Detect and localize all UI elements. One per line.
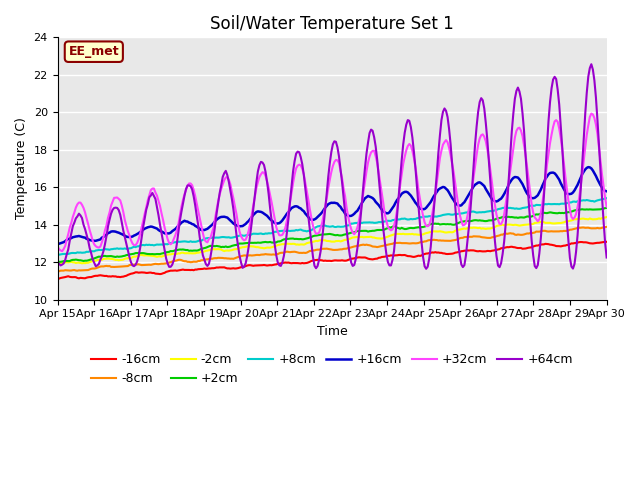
+2cm: [603, 205, 611, 211]
-2cm: [603, 214, 611, 220]
+64cm: [603, 255, 611, 261]
Legend: -16cm, -8cm, -2cm, +2cm, +8cm, +16cm, +32cm, +64cm: -16cm, -8cm, -2cm, +2cm, +8cm, +16cm, +3…: [86, 348, 578, 390]
+32cm: [588, 111, 595, 117]
Line: +16cm: +16cm: [58, 167, 607, 244]
-2cm: [54, 261, 61, 267]
+64cm: [573, 232, 581, 238]
-2cm: [245, 243, 253, 249]
-16cm: [603, 239, 611, 245]
+2cm: [572, 207, 580, 213]
+64cm: [218, 182, 225, 188]
+16cm: [584, 164, 592, 170]
Text: EE_met: EE_met: [68, 45, 119, 58]
+32cm: [573, 204, 581, 210]
+2cm: [218, 244, 225, 250]
Y-axis label: Temperature (C): Temperature (C): [15, 118, 28, 219]
+2cm: [245, 240, 253, 246]
-16cm: [245, 263, 253, 268]
+64cm: [121, 234, 129, 240]
+8cm: [236, 233, 243, 239]
Line: -8cm: -8cm: [58, 227, 607, 272]
+16cm: [121, 233, 129, 239]
+32cm: [122, 223, 130, 229]
+64cm: [294, 149, 301, 155]
-2cm: [236, 245, 243, 251]
+8cm: [245, 232, 253, 238]
Line: +2cm: +2cm: [58, 208, 607, 262]
-16cm: [572, 240, 580, 246]
+16cm: [218, 214, 225, 220]
-8cm: [218, 255, 225, 261]
-8cm: [245, 252, 253, 258]
Line: +8cm: +8cm: [58, 198, 607, 255]
-8cm: [121, 264, 129, 269]
+32cm: [237, 233, 245, 239]
+8cm: [294, 228, 301, 233]
-16cm: [121, 273, 129, 279]
-8cm: [54, 269, 61, 275]
+16cm: [245, 218, 253, 224]
+2cm: [121, 253, 129, 259]
-16cm: [218, 264, 225, 270]
Line: -16cm: -16cm: [58, 242, 607, 279]
+8cm: [603, 195, 611, 201]
+16cm: [294, 204, 301, 210]
X-axis label: Time: Time: [317, 325, 348, 338]
-8cm: [603, 224, 611, 229]
+32cm: [54, 243, 61, 249]
+64cm: [245, 244, 253, 250]
+64cm: [54, 260, 61, 266]
-2cm: [121, 256, 129, 262]
-16cm: [54, 276, 61, 282]
-8cm: [572, 226, 580, 231]
+32cm: [246, 220, 254, 226]
+2cm: [236, 240, 243, 246]
+32cm: [219, 181, 227, 187]
+64cm: [422, 266, 430, 272]
+2cm: [54, 259, 61, 265]
+16cm: [603, 189, 611, 194]
+2cm: [294, 236, 301, 242]
Line: -2cm: -2cm: [58, 217, 607, 264]
+8cm: [572, 199, 580, 205]
+8cm: [54, 252, 61, 258]
Line: +64cm: +64cm: [58, 64, 607, 269]
+8cm: [121, 246, 129, 252]
-2cm: [218, 247, 225, 252]
-16cm: [294, 260, 301, 266]
-2cm: [294, 241, 301, 247]
+16cm: [572, 185, 580, 191]
+64cm: [588, 61, 595, 67]
+16cm: [236, 224, 243, 229]
+64cm: [236, 253, 243, 259]
Title: Soil/Water Temperature Set 1: Soil/Water Temperature Set 1: [210, 15, 454, 33]
+8cm: [218, 234, 225, 240]
+32cm: [603, 204, 611, 210]
-8cm: [294, 250, 301, 255]
+32cm: [295, 162, 303, 168]
-2cm: [572, 216, 580, 222]
-16cm: [236, 265, 243, 271]
+16cm: [54, 241, 61, 247]
+32cm: [58, 248, 66, 254]
Line: +32cm: +32cm: [58, 114, 607, 251]
-8cm: [236, 254, 243, 260]
